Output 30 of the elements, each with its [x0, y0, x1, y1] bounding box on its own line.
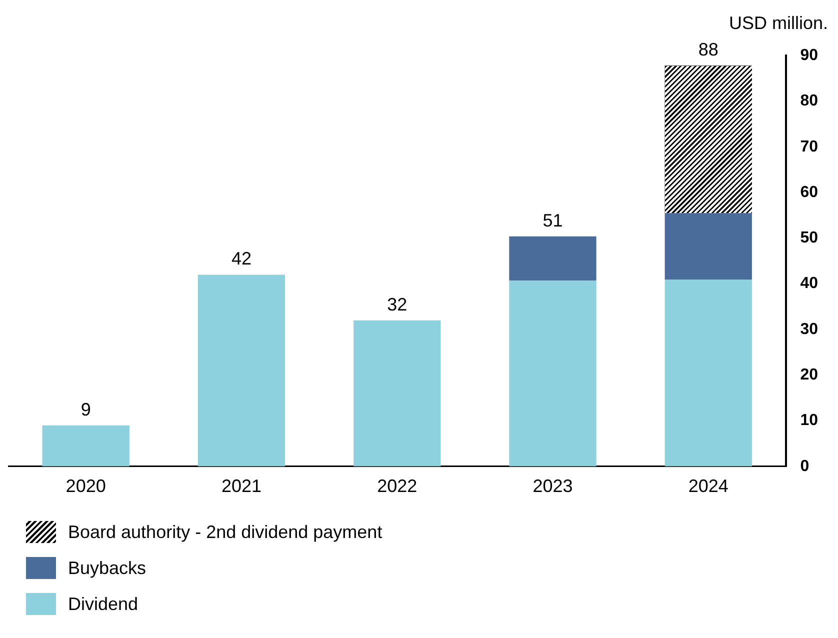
y-tick-label: 20	[800, 366, 818, 384]
total-label: 42	[231, 248, 252, 269]
x-tick-label: 2021	[221, 476, 262, 496]
x-tick-label: 2020	[66, 476, 106, 496]
total-label: 88	[698, 40, 718, 60]
bar	[664, 280, 752, 466]
bar	[509, 236, 596, 281]
legend-label: Buybacks	[68, 558, 146, 578]
y-axis-title: USD million.	[728, 12, 829, 35]
bar	[198, 274, 286, 466]
y-tick-label: 60	[800, 184, 818, 201]
bar	[354, 320, 441, 466]
total-label: 51	[542, 210, 563, 230]
y-tick-label: 50	[800, 230, 818, 247]
x-tick-label: 2024	[688, 476, 728, 496]
y-tick-label: 0	[800, 458, 810, 475]
bar	[509, 280, 596, 466]
y-tick-label: 10	[800, 412, 818, 430]
x-tick-label: 2022	[377, 476, 418, 496]
y-tick-label: 40	[800, 275, 818, 292]
total-label: 32	[387, 294, 408, 314]
y-tick-label: 70	[800, 138, 818, 156]
legend-label: Board authority - 2nd dividend payment	[68, 522, 382, 542]
legend-label: Dividend	[68, 594, 138, 614]
y-tick-label: 80	[800, 92, 818, 110]
bar	[42, 425, 130, 466]
x-tick-label: 2023	[532, 476, 573, 496]
y-tick-label: 90	[800, 47, 818, 64]
y-tick-label: 30	[800, 320, 818, 338]
total-label: 9	[80, 399, 91, 420]
